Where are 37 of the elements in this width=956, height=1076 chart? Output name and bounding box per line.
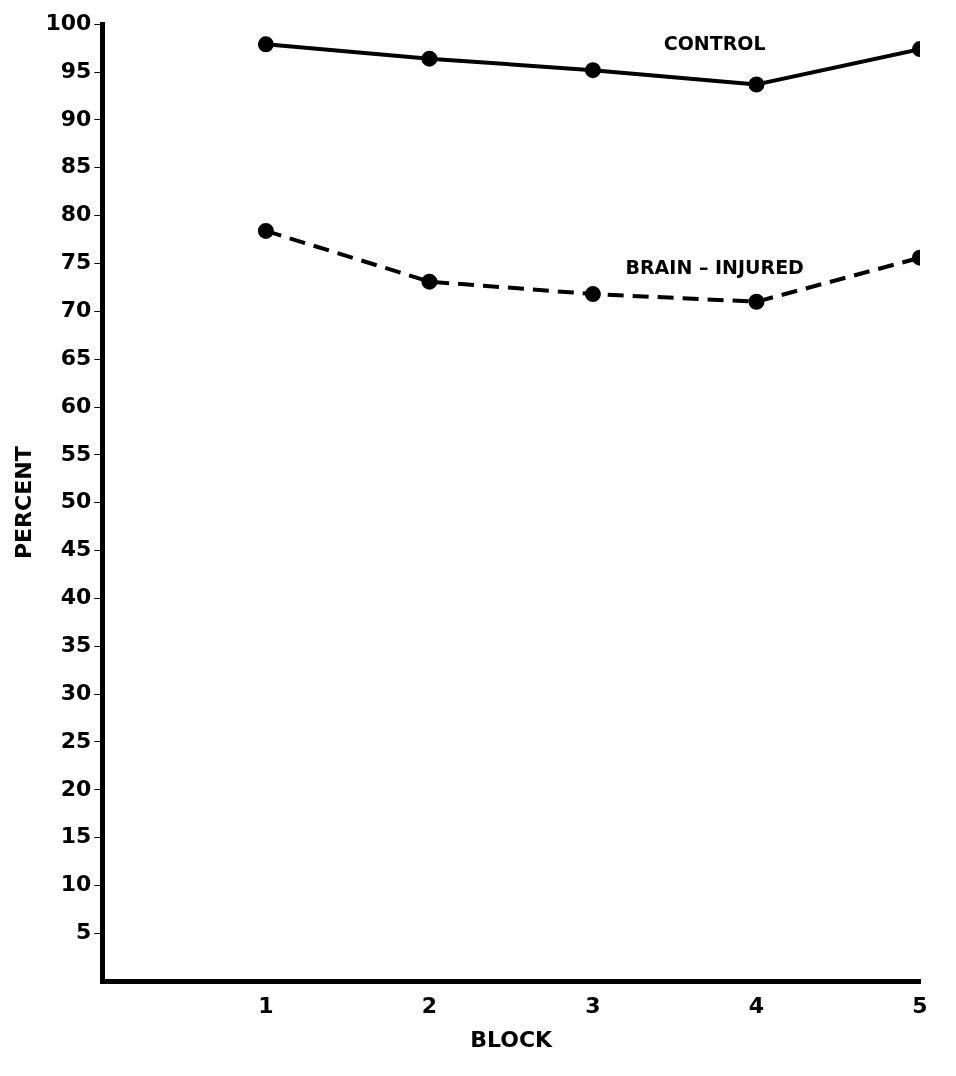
y-tick-label: 40 <box>60 584 92 610</box>
point <box>421 50 438 67</box>
point <box>584 62 601 79</box>
y-tick-label: 70 <box>60 297 92 323</box>
point <box>421 273 438 290</box>
x-tick-label: 2 <box>421 993 438 1019</box>
y-axis-title: PERCENT <box>10 446 36 560</box>
y-tick-label: 90 <box>60 105 92 131</box>
y-tick-label: 55 <box>60 440 92 466</box>
y-tick-label: 80 <box>60 201 92 227</box>
x-tick-label: 1 <box>258 993 274 1019</box>
point <box>257 222 274 239</box>
y-tick-label: 65 <box>60 344 92 370</box>
y-tick-label: 100 <box>45 9 92 35</box>
y-tick-label: 45 <box>60 536 92 562</box>
x-tick-label: 5 <box>912 993 928 1019</box>
y-tick-label: 75 <box>60 249 92 275</box>
point <box>584 286 601 303</box>
y-tick-label: 95 <box>60 57 92 83</box>
y-tick-label: 10 <box>60 871 92 897</box>
y-tick-label: 85 <box>60 153 92 179</box>
y-tick-label: 30 <box>60 679 92 705</box>
x-tick-label: 4 <box>748 993 765 1019</box>
y-tick-label: 15 <box>60 823 92 849</box>
series-label: CONTROL <box>663 31 766 54</box>
y-tick-label: 35 <box>60 631 92 657</box>
y-tick-label: 5 <box>76 919 92 945</box>
point <box>748 293 765 310</box>
y-tick-label: 25 <box>60 727 92 753</box>
y-tick-label: 20 <box>60 775 92 801</box>
point <box>748 76 765 93</box>
series-label: BRAIN – INJURED <box>625 255 804 278</box>
point <box>257 36 274 53</box>
y-tick-label: 60 <box>60 392 92 418</box>
x-axis-title: BLOCK <box>470 1026 554 1052</box>
y-tick-label: 50 <box>60 488 92 514</box>
x-tick-label: 3 <box>585 993 601 1019</box>
